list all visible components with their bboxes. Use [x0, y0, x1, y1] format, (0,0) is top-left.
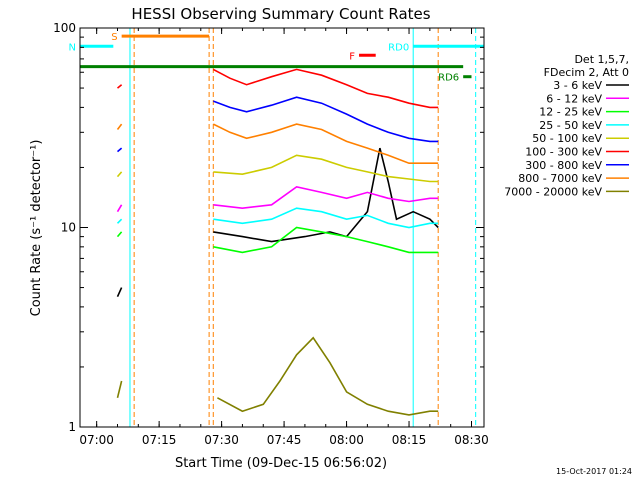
- x-tick-label-4: 08:00: [329, 433, 364, 447]
- legend-label-3: 25 - 50 keV: [539, 119, 602, 132]
- legend-label-7: 800 - 7000 keV: [518, 172, 602, 185]
- flag-label-2: F: [349, 51, 355, 62]
- flag-label-3: RD0: [388, 42, 409, 53]
- y-tick-label-1: 10: [61, 221, 76, 235]
- x-tick-label-5: 08:15: [392, 433, 427, 447]
- series-line-8-segment-1: [217, 336, 439, 416]
- y-axis-label: Count Rate (s⁻¹ detector⁻¹): [29, 140, 44, 317]
- series-line-6-segment-0: [116, 147, 123, 153]
- legend-label-5: 100 - 300 keV: [525, 146, 602, 159]
- footer-timestamp: 15-Oct-2017 01:24: [556, 467, 632, 476]
- series-line-3-segment-1: [213, 207, 439, 229]
- x-axis-label: Start Time (09-Dec-15 06:56:02): [175, 456, 387, 471]
- x-tick-label-0: 07:00: [79, 433, 114, 447]
- series-line-2-segment-1: [213, 226, 439, 254]
- series-line-4-segment-1: [213, 154, 439, 183]
- x-tick-label-2: 07:30: [204, 433, 239, 447]
- series-line-7-segment-1: [212, 123, 439, 164]
- axes: 07:00 07:15 07:30 07:45 08:00 08:15 08:30 1 10 10…: [53, 21, 489, 447]
- plot-area: S N F RD0 RD6: [69, 28, 484, 427]
- legend-label-2: 12 - 25 keV: [539, 106, 602, 119]
- x-tick-label-3: 07:45: [267, 433, 302, 447]
- series-line-5-segment-0: [116, 84, 123, 89]
- flag-label-0: S: [111, 32, 117, 43]
- series-line-0-segment-0: [116, 287, 123, 298]
- series-line-2-segment-0: [116, 231, 123, 238]
- series-line-8-segment-0: [116, 380, 123, 398]
- flag-label-1: N: [69, 42, 76, 53]
- legend-label-4: 50 - 100 keV: [532, 132, 602, 145]
- legend-header-1: FDecim 2, Att 0: [544, 66, 629, 79]
- y-tick-label-0: 1: [68, 420, 76, 434]
- x-tick-label-6: 08:30: [454, 433, 489, 447]
- legend-header-0: Det 1,5,7,: [574, 53, 629, 66]
- chart-title: HESSI Observing Summary Count Rates: [131, 5, 430, 23]
- y-tick-label-2: 100: [53, 21, 76, 35]
- series-line-1-segment-0: [116, 204, 123, 213]
- legend-label-0: 3 - 6 keV: [553, 79, 602, 92]
- plot-frame: [79, 27, 485, 428]
- series-line-1-segment-1: [213, 185, 439, 210]
- series-line-4-segment-0: [116, 171, 123, 178]
- series-line-3-segment-0: [116, 218, 123, 224]
- series-line-6-segment-1: [213, 96, 439, 143]
- x-tick-label-1: 07:15: [142, 433, 177, 447]
- series-line-5-segment-1: [212, 68, 439, 109]
- flag-label-4: RD6: [438, 73, 459, 84]
- legend-label-6: 300 - 800 keV: [525, 159, 602, 172]
- series-line-7-segment-0: [116, 123, 123, 130]
- legend-label-1: 6 - 12 keV: [546, 92, 602, 105]
- series-line-0-segment-1: [213, 147, 439, 243]
- legend-label-8: 7000 - 20000 keV: [504, 185, 602, 198]
